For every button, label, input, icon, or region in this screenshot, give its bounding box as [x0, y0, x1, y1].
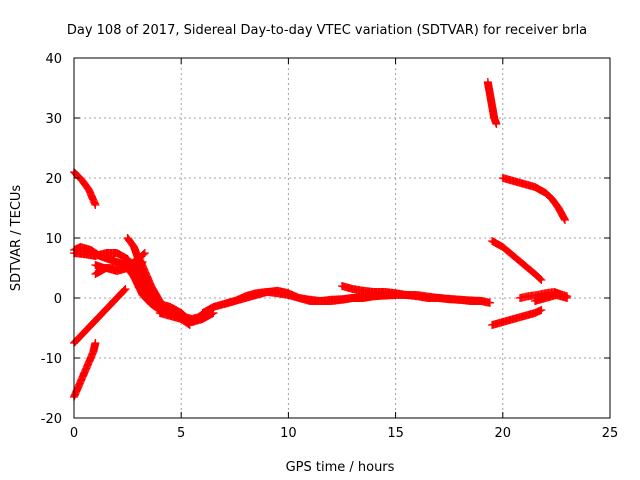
series-9: [134, 252, 175, 317]
y-tick-label: 0: [54, 292, 62, 307]
series-15: [483, 78, 501, 128]
series-10-markers: [155, 309, 218, 326]
series-10: [155, 309, 218, 326]
series-14: [348, 291, 494, 307]
x-tick-label: 5: [177, 426, 185, 441]
y-tick-label: -10: [41, 352, 62, 367]
y-tick-label: 10: [45, 232, 62, 247]
y-tick-label: 20: [45, 172, 62, 187]
x-tick-labels: 0 5 10 15 20 25: [70, 426, 618, 441]
y-tick-label: 30: [45, 112, 62, 127]
axis-ticks: [73, 57, 611, 419]
x-tick-label: 0: [70, 426, 78, 441]
data-series: [70, 78, 572, 401]
series-17-markers: [488, 237, 546, 284]
series-3-markers: [70, 285, 130, 347]
x-tick-label: 10: [280, 426, 297, 441]
y-tick-label: -20: [41, 412, 62, 427]
series-16-markers: [498, 174, 569, 224]
series-20: [531, 291, 572, 305]
y-axis-label: SDTVAR / TECUs: [9, 185, 24, 292]
x-tick-label: 20: [495, 426, 512, 441]
series-18-markers: [488, 306, 546, 329]
grid-lines: [74, 58, 610, 418]
x-tick-label: 25: [602, 426, 619, 441]
series-17: [488, 237, 546, 284]
series-14-markers: [348, 291, 494, 307]
x-axis-label: GPS time / hours: [286, 460, 395, 475]
y-tick-labels: -20 -10 0 10 20 30 40: [41, 52, 62, 427]
series-16: [498, 174, 569, 224]
y-tick-label: 40: [45, 52, 62, 67]
chart-title: Day 108 of 2017, Sidereal Day-to-day VTE…: [67, 23, 587, 38]
x-tick-label: 15: [387, 426, 404, 441]
series-3: [70, 285, 130, 347]
series-18: [488, 306, 546, 329]
series-15-markers: [483, 78, 501, 128]
series-20-markers: [531, 291, 572, 305]
series-9-markers: [134, 252, 175, 317]
